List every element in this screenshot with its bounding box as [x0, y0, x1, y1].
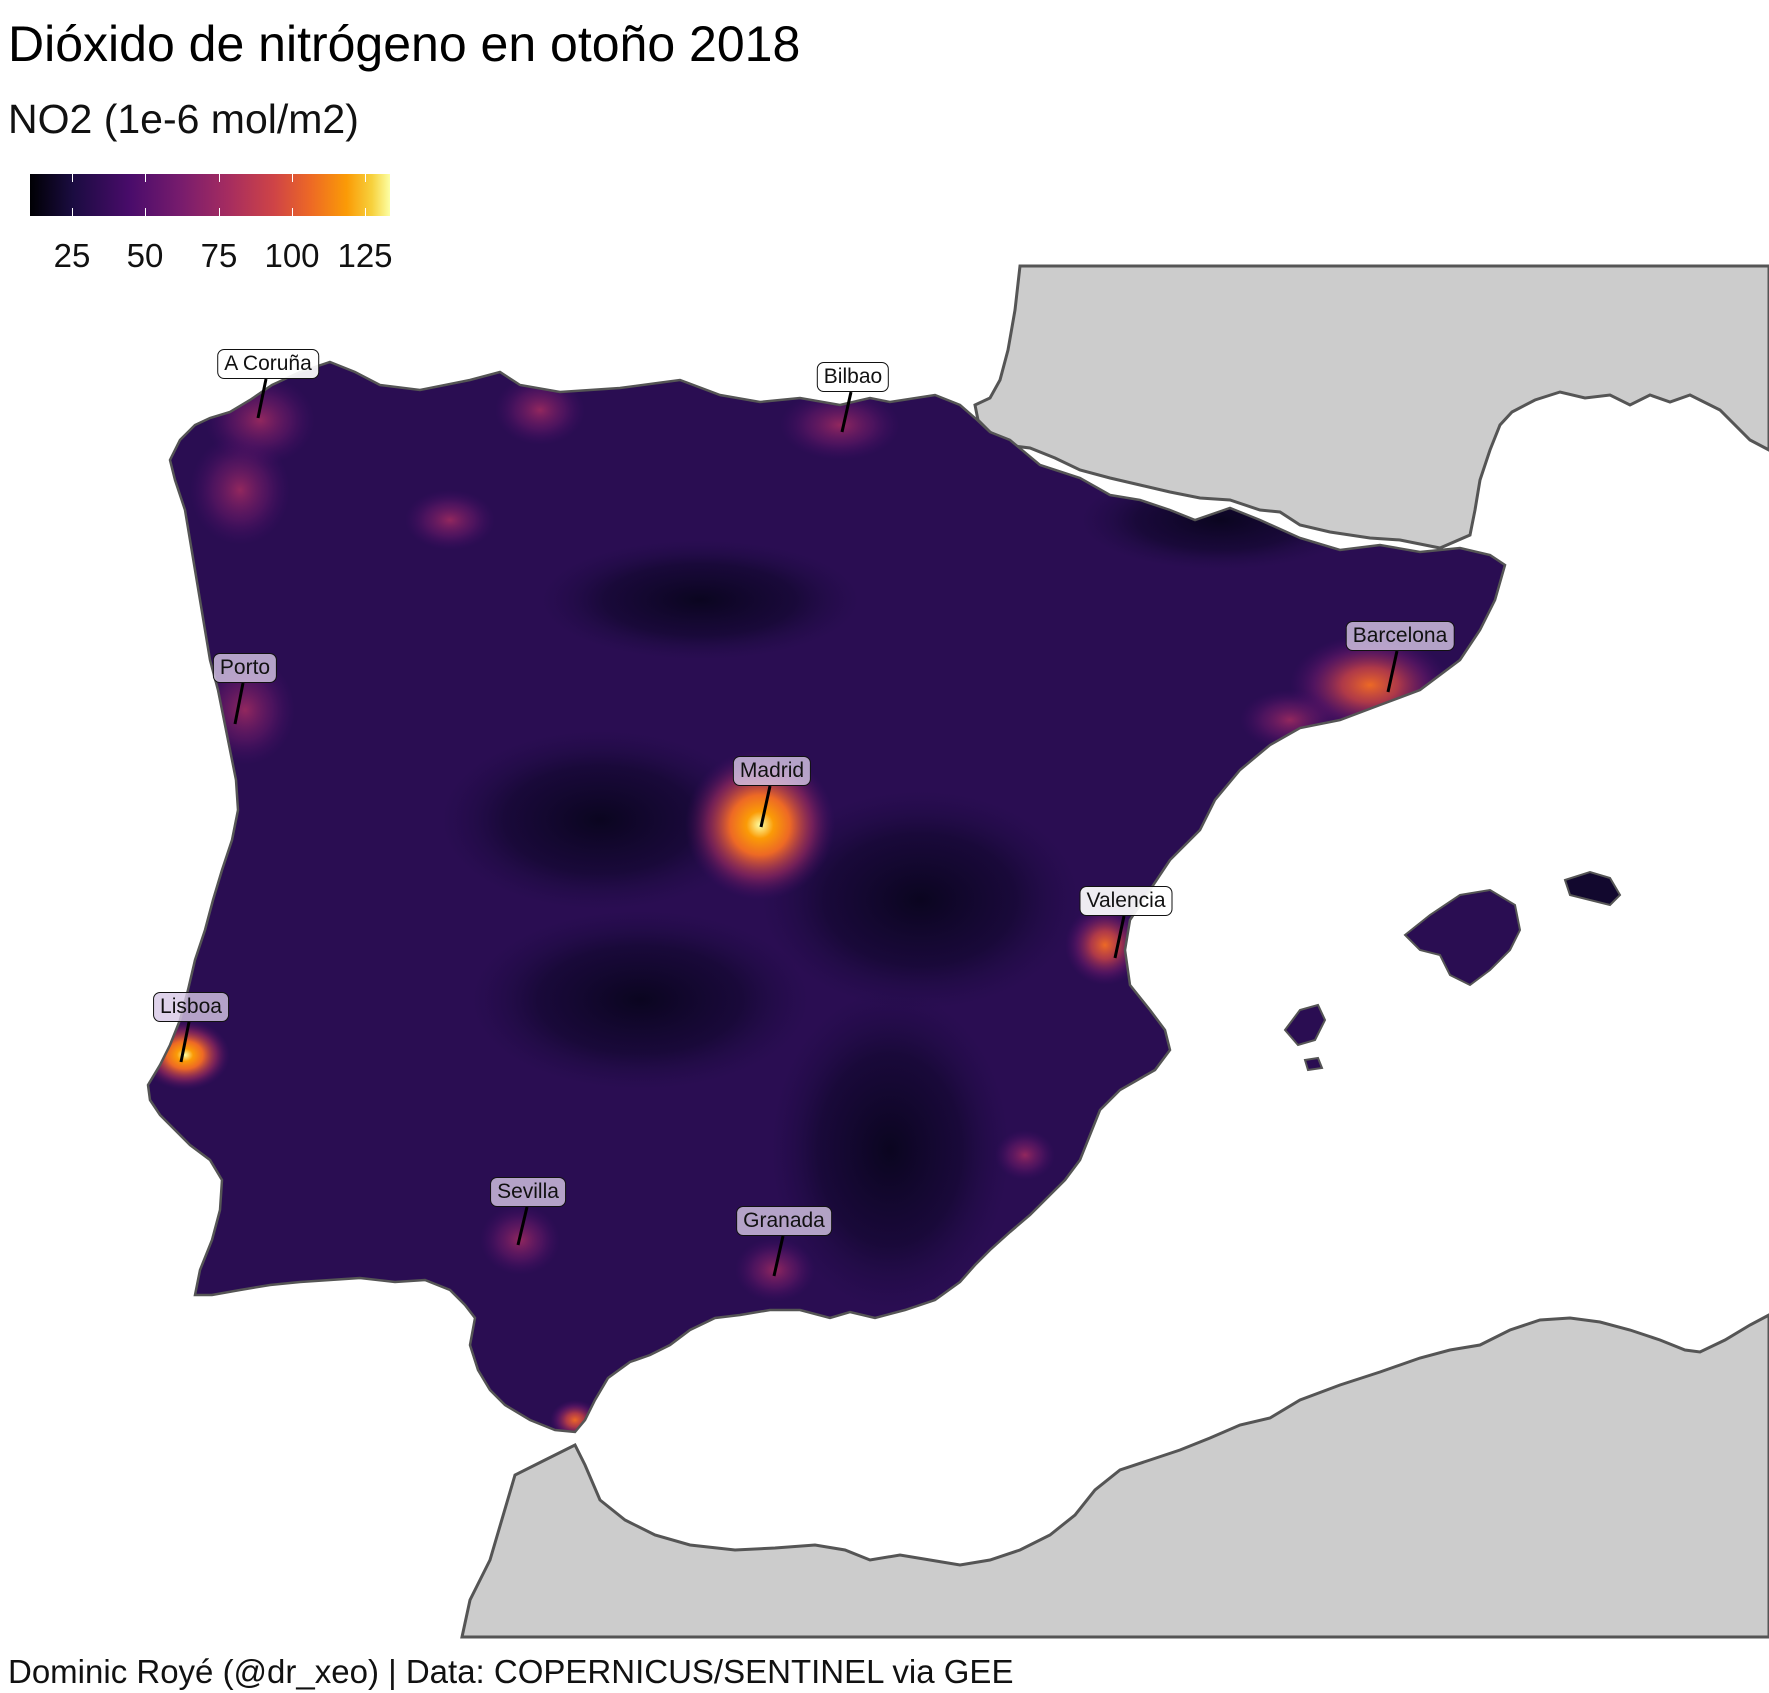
city-label-barcelona: Barcelona	[1345, 621, 1455, 651]
menorca-island	[1563, 870, 1622, 907]
legend-tick	[145, 208, 146, 216]
legend-tick	[145, 174, 146, 182]
leader-sevilla	[516, 1206, 529, 1246]
city-label-lisboa: Lisboa	[153, 992, 229, 1022]
iberia-no2-field	[146, 360, 1507, 1434]
legend-color-bar	[30, 174, 390, 216]
leader-granada	[772, 1235, 785, 1277]
city-label-madrid: Madrid	[732, 756, 812, 786]
north-africa-land	[460, 1313, 1769, 1639]
city-label-granada: Granada	[736, 1206, 832, 1236]
legend-tick	[365, 174, 366, 182]
formentera-island	[1303, 1056, 1324, 1072]
ibiza-island	[1283, 1003, 1327, 1047]
legend-tick	[219, 208, 220, 216]
leader-a-coruna	[256, 378, 268, 419]
leader-lisboa	[179, 1021, 191, 1063]
legend-tick	[219, 174, 220, 182]
legend-tick	[292, 208, 293, 216]
city-label-valencia: Valencia	[1079, 886, 1173, 916]
legend-tick	[365, 208, 366, 216]
legend-tick	[72, 174, 73, 182]
city-label-a-coruna: A Coruña	[217, 349, 319, 379]
legend-label-50: 50	[126, 237, 164, 274]
map-subtitle: NO2 (1e-6 mol/m2)	[8, 96, 359, 142]
leader-barcelona	[1386, 650, 1399, 693]
mallorca-island	[1403, 888, 1522, 987]
map-caption: Dominic Royé (@dr_xeo) | Data: COPERNICU…	[8, 1653, 1014, 1690]
city-label-bilbao: Bilbao	[816, 362, 890, 392]
leader-madrid	[759, 785, 772, 828]
leader-valencia	[1113, 915, 1126, 959]
legend-label-75: 75	[200, 237, 238, 274]
label-leader-lines	[179, 378, 1399, 1277]
legend-label-100: 100	[264, 237, 320, 274]
legend-tick	[72, 208, 73, 216]
map-title: Dióxido de nitrógeno en otoño 2018	[8, 16, 801, 72]
legend-tick	[292, 174, 293, 182]
legend-label-25: 25	[53, 237, 91, 274]
city-label-sevilla: Sevilla	[490, 1177, 566, 1207]
leader-porto	[233, 682, 245, 725]
leader-bilbao	[840, 391, 853, 433]
city-label-porto: Porto	[212, 653, 278, 683]
legend-label-125: 125	[337, 237, 393, 274]
